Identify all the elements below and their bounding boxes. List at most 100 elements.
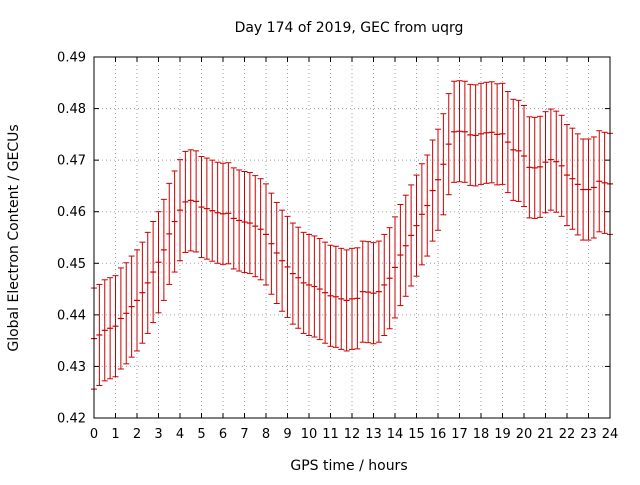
errorbar-point bbox=[574, 133, 581, 236]
errorbar-point bbox=[96, 283, 103, 387]
errorbar-point bbox=[397, 203, 404, 307]
y-tick-label: 0.48 bbox=[57, 102, 86, 117]
x-tick-label: 22 bbox=[559, 427, 576, 442]
errorbar-point bbox=[182, 150, 189, 253]
errorbar-point bbox=[424, 154, 431, 257]
x-tick-label: 8 bbox=[262, 427, 270, 442]
errorbar-point bbox=[343, 249, 350, 352]
errorbar-point bbox=[316, 238, 323, 341]
errorbar-point bbox=[349, 247, 355, 350]
errorbar-point bbox=[564, 124, 570, 227]
errorbar-point bbox=[263, 183, 269, 286]
errorbar-point bbox=[585, 138, 592, 241]
errorbar-point bbox=[150, 221, 157, 324]
x-tick-label: 14 bbox=[387, 427, 404, 442]
errorbar-point bbox=[171, 170, 178, 273]
errorbar-point bbox=[386, 227, 393, 330]
x-tick-label: 23 bbox=[580, 427, 597, 442]
errorbar-point bbox=[510, 98, 517, 201]
errorbar-point bbox=[209, 159, 216, 262]
y-tick-label: 0.47 bbox=[57, 154, 86, 169]
x-tick-label: 5 bbox=[197, 427, 205, 442]
errorbar-point bbox=[451, 80, 458, 183]
errorbar-point bbox=[590, 136, 597, 239]
x-tick-label: 18 bbox=[473, 427, 490, 442]
errorbar-point bbox=[123, 262, 130, 365]
y-tick-label: 0.43 bbox=[57, 360, 86, 375]
errorbar-point bbox=[295, 226, 302, 329]
errorbar-point bbox=[134, 249, 140, 352]
y-tick-label: 0.49 bbox=[57, 51, 86, 66]
errorbar-point bbox=[225, 162, 232, 265]
errorbar-point bbox=[445, 93, 452, 196]
x-tick-label: 13 bbox=[365, 427, 382, 442]
errorbar-point bbox=[273, 201, 280, 305]
errorbar-point bbox=[413, 174, 420, 277]
y-tick-label: 0.44 bbox=[57, 308, 86, 323]
x-tick-label: 10 bbox=[301, 427, 318, 442]
errorbar-point bbox=[101, 279, 108, 382]
errorbar-point bbox=[553, 110, 560, 213]
errorbar-point bbox=[440, 113, 447, 216]
errorbar-point bbox=[547, 108, 554, 211]
tick-labels: 0 1 2 3 4 5 6 7 8 9 10 11 12 13 14 15 16 17 18 19 20 21 22 23 24… bbox=[57, 51, 618, 443]
errorbar-point bbox=[155, 211, 162, 314]
errorbar-point bbox=[435, 128, 441, 231]
series-errorbars bbox=[91, 80, 613, 390]
errorbar-point bbox=[418, 163, 425, 266]
x-tick-label: 9 bbox=[283, 427, 291, 442]
x-tick-label: 3 bbox=[154, 427, 162, 442]
errorbar-point bbox=[284, 215, 291, 318]
errorbar-point bbox=[241, 170, 248, 274]
x-tick-label: 0 bbox=[90, 427, 98, 442]
errorbar-point bbox=[327, 244, 334, 347]
errorbar-point bbox=[230, 167, 237, 270]
x-tick-label: 1 bbox=[111, 427, 119, 442]
errorbar-point bbox=[537, 115, 544, 218]
errorbar-point bbox=[402, 194, 409, 297]
errorbar-point bbox=[429, 139, 436, 242]
errorbar-point bbox=[144, 231, 151, 334]
errorbar-point bbox=[472, 84, 479, 187]
errorbar-point bbox=[306, 233, 312, 336]
y-tick-label: 0.46 bbox=[57, 205, 86, 220]
x-axis-label: GPS time / hours bbox=[290, 458, 407, 474]
errorbar-point bbox=[494, 83, 501, 186]
errorbar-point bbox=[526, 116, 533, 219]
errorbar-point bbox=[601, 131, 608, 234]
x-tick-label: 11 bbox=[322, 427, 339, 442]
errorbar-point bbox=[220, 162, 226, 265]
errorbar-point bbox=[322, 241, 329, 344]
errorbar-point bbox=[504, 91, 511, 194]
errorbar-point bbox=[359, 240, 366, 343]
errorbar-point bbox=[531, 116, 538, 219]
errorbar-point bbox=[488, 81, 495, 184]
errorbar-point bbox=[558, 114, 565, 217]
errorbar-point bbox=[187, 149, 194, 252]
plot-frame bbox=[93, 56, 611, 419]
errorbar-point bbox=[246, 172, 253, 275]
errorbar-point bbox=[107, 277, 114, 380]
errorbar-point bbox=[193, 150, 200, 253]
errorbar-point bbox=[354, 247, 361, 350]
y-axis-label: Global Electron Content / GECUs bbox=[6, 124, 22, 351]
errorbar-point bbox=[542, 111, 549, 214]
errorbar-point bbox=[456, 80, 463, 183]
errorbar-point bbox=[268, 192, 275, 295]
errorbar-point bbox=[370, 242, 377, 345]
x-tick-label: 6 bbox=[219, 427, 227, 442]
errorbar-point bbox=[300, 231, 307, 334]
errorbar-point bbox=[139, 241, 146, 344]
errorbar-point bbox=[112, 275, 119, 378]
errorbar-point bbox=[596, 130, 603, 233]
errorbar-point bbox=[177, 159, 183, 262]
y-tick-label: 0.45 bbox=[57, 257, 86, 272]
errorbar-point bbox=[580, 138, 587, 241]
errorbar-point bbox=[236, 169, 243, 272]
errorbar-point bbox=[214, 161, 221, 264]
errorbar-point bbox=[117, 267, 124, 370]
errorbar-point bbox=[569, 127, 576, 230]
errorbar-point bbox=[252, 175, 259, 278]
